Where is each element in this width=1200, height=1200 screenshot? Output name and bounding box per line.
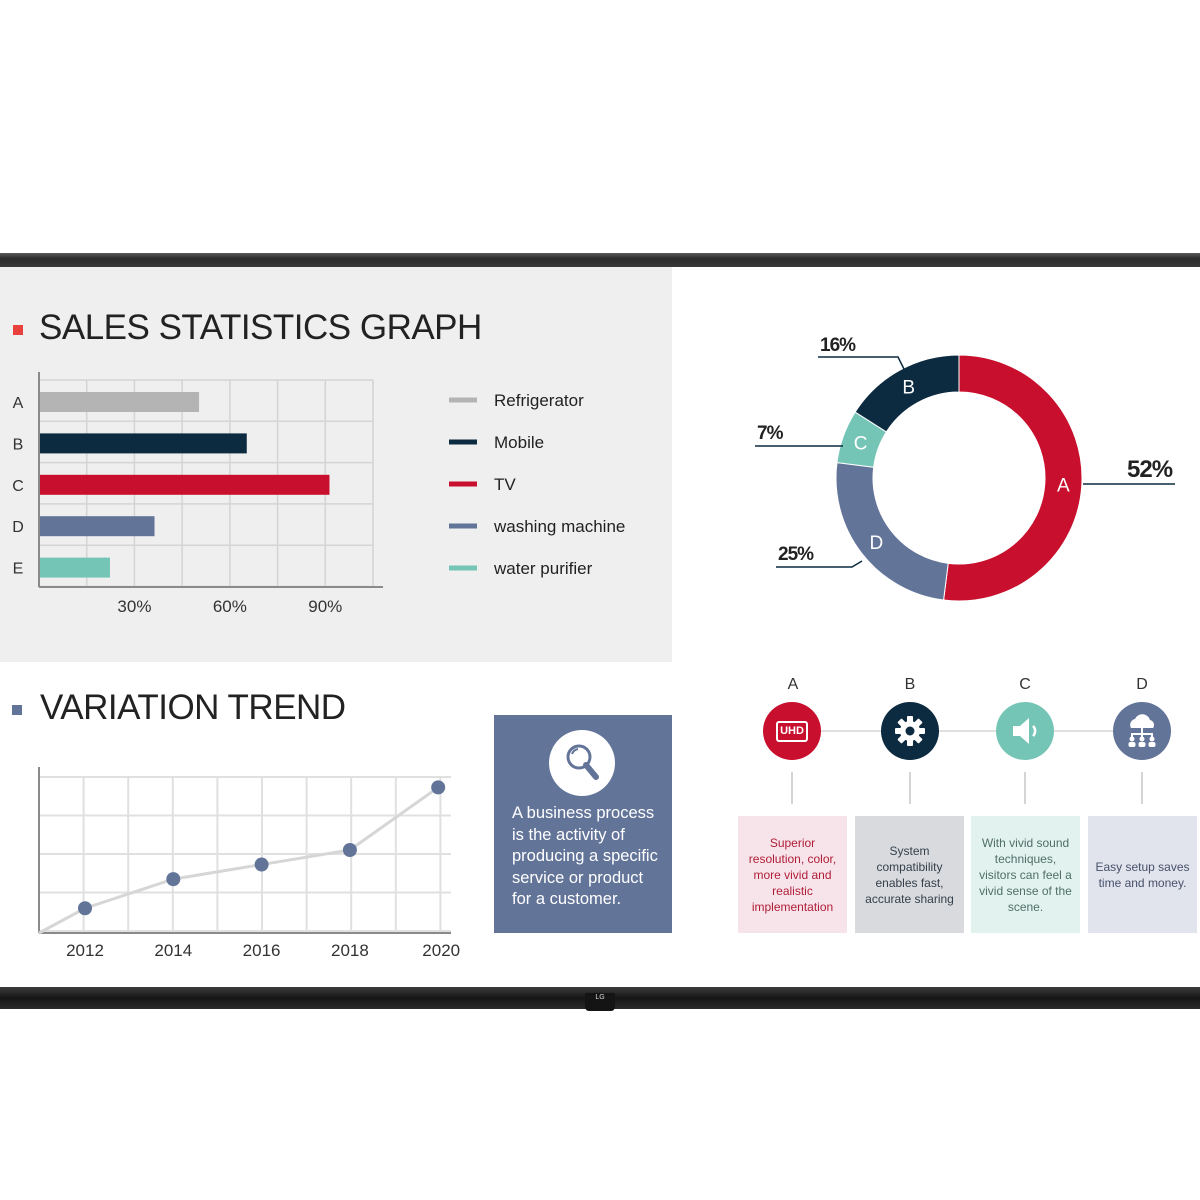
donut-slice-a [943, 354, 1083, 602]
trend-point [431, 780, 446, 795]
info-text: A business process is the activity of pr… [512, 804, 658, 908]
feature-text-c: With vivid sound techniques, visitors ca… [979, 835, 1072, 914]
brand-logo-text: LG [595, 994, 605, 1001]
donut-leader-line [818, 356, 906, 372]
trend-point [254, 857, 269, 872]
feature-card-b: System compatibility enables fast, accur… [855, 816, 964, 933]
feature-letter-c: C [1019, 676, 1031, 693]
donut-slice-d [835, 462, 949, 601]
trend-point [342, 843, 357, 857]
feature-connector-b [909, 772, 911, 804]
donut-slice-label: D [870, 533, 884, 554]
magnifier-icon [549, 730, 615, 796]
trend-x-tick-label: 2020 [422, 941, 460, 960]
donut-slice-label: C [854, 434, 868, 455]
trend-x-tick-label: 2018 [331, 941, 369, 960]
sales-title: SALES STATISTICS GRAPH [39, 308, 482, 347]
donut-slice-label: B [902, 377, 915, 398]
bar-a [40, 392, 200, 412]
legend-label: Mobile [494, 433, 544, 452]
feature-letter-b: B [904, 676, 916, 693]
trend-x-tick-label: 2012 [66, 941, 104, 960]
share-donut-chart: A 52% D 25% C 7% B 16% [755, 335, 1175, 602]
uhd-icon-label: UHD [776, 721, 808, 742]
feature-text-b: System compatibility enables fast, accur… [865, 843, 954, 906]
trend-x-tick-label: 2016 [243, 941, 281, 960]
donut-percent-label: 52% [1127, 456, 1173, 483]
legend-label: Refrigerator [494, 391, 584, 410]
display-screen: SALES STATISTICS GRAPH A B C D E 30% 60% 90% Ref… [0, 267, 1200, 987]
speaker-icon [996, 702, 1054, 760]
trend-title: VARIATION TREND [40, 688, 346, 727]
uhd-icon: UHD [763, 702, 821, 760]
legend-label: washing machine [493, 517, 625, 536]
trend-line [38, 786, 440, 935]
sales-panel: SALES STATISTICS GRAPH A B C D E 30% 60% 90% Ref… [0, 267, 672, 662]
trend-x-tick-label: 2014 [154, 941, 192, 960]
sales-title-marker [13, 325, 23, 335]
bar-category-label: E [13, 561, 24, 578]
legend-label: water purifier [493, 559, 593, 578]
trend-line-chart: 2012 2014 2016 2018 2020 [38, 767, 460, 960]
bar-x-tick-label: 90% [308, 597, 342, 616]
feature-card-d: Easy setup saves time and money. [1088, 816, 1197, 933]
bar-d [40, 516, 155, 537]
feature-connector-c [1024, 772, 1026, 804]
donut-slice-b [854, 354, 960, 433]
bar-e [40, 557, 110, 578]
donut-percent-label: 16% [820, 335, 856, 356]
feature-letter-d: D [1136, 676, 1148, 693]
bar-category-label: A [13, 395, 24, 412]
trend-point [166, 872, 181, 887]
bar-b [40, 433, 247, 454]
bar-category-label: C [12, 478, 24, 495]
gear-icon [881, 702, 939, 760]
bar-category-label: B [13, 436, 24, 453]
donut-percent-label: 7% [757, 423, 784, 444]
brand-logo: LG [585, 993, 615, 1011]
donut-slice-label: A [1057, 476, 1070, 497]
feature-card-a: Superior resolution, color, more vivid a… [738, 816, 847, 933]
sales-bar-chart: A B C D E 30% 60% 90% Refrigerator Mobile TV washin… [12, 372, 625, 616]
feature-text-a: Superior resolution, color, more vivid a… [748, 835, 837, 914]
feature-connector-d [1141, 772, 1143, 804]
bar-c [40, 474, 330, 495]
info-card: A business process is the activity of pr… [494, 715, 672, 933]
feature-card-c: With vivid sound techniques, visitors ca… [971, 816, 1080, 933]
bar-x-tick-label: 60% [213, 597, 247, 616]
feature-letter-a: A [787, 676, 799, 693]
trend-title-marker [12, 705, 22, 715]
bar-category-label: D [12, 519, 24, 536]
trend-point [78, 901, 92, 916]
feature-connector-a [791, 772, 793, 804]
cloud-network-icon [1113, 702, 1171, 760]
donut-leader-line [776, 560, 863, 568]
monitor-top-bezel [0, 253, 1200, 267]
feature-text-d: Easy setup saves time and money. [1095, 859, 1190, 890]
bar-x-tick-label: 30% [117, 597, 151, 616]
donut-percent-label: 25% [778, 544, 814, 565]
legend-label: TV [494, 475, 516, 494]
feature-connector-line [792, 730, 1144, 732]
